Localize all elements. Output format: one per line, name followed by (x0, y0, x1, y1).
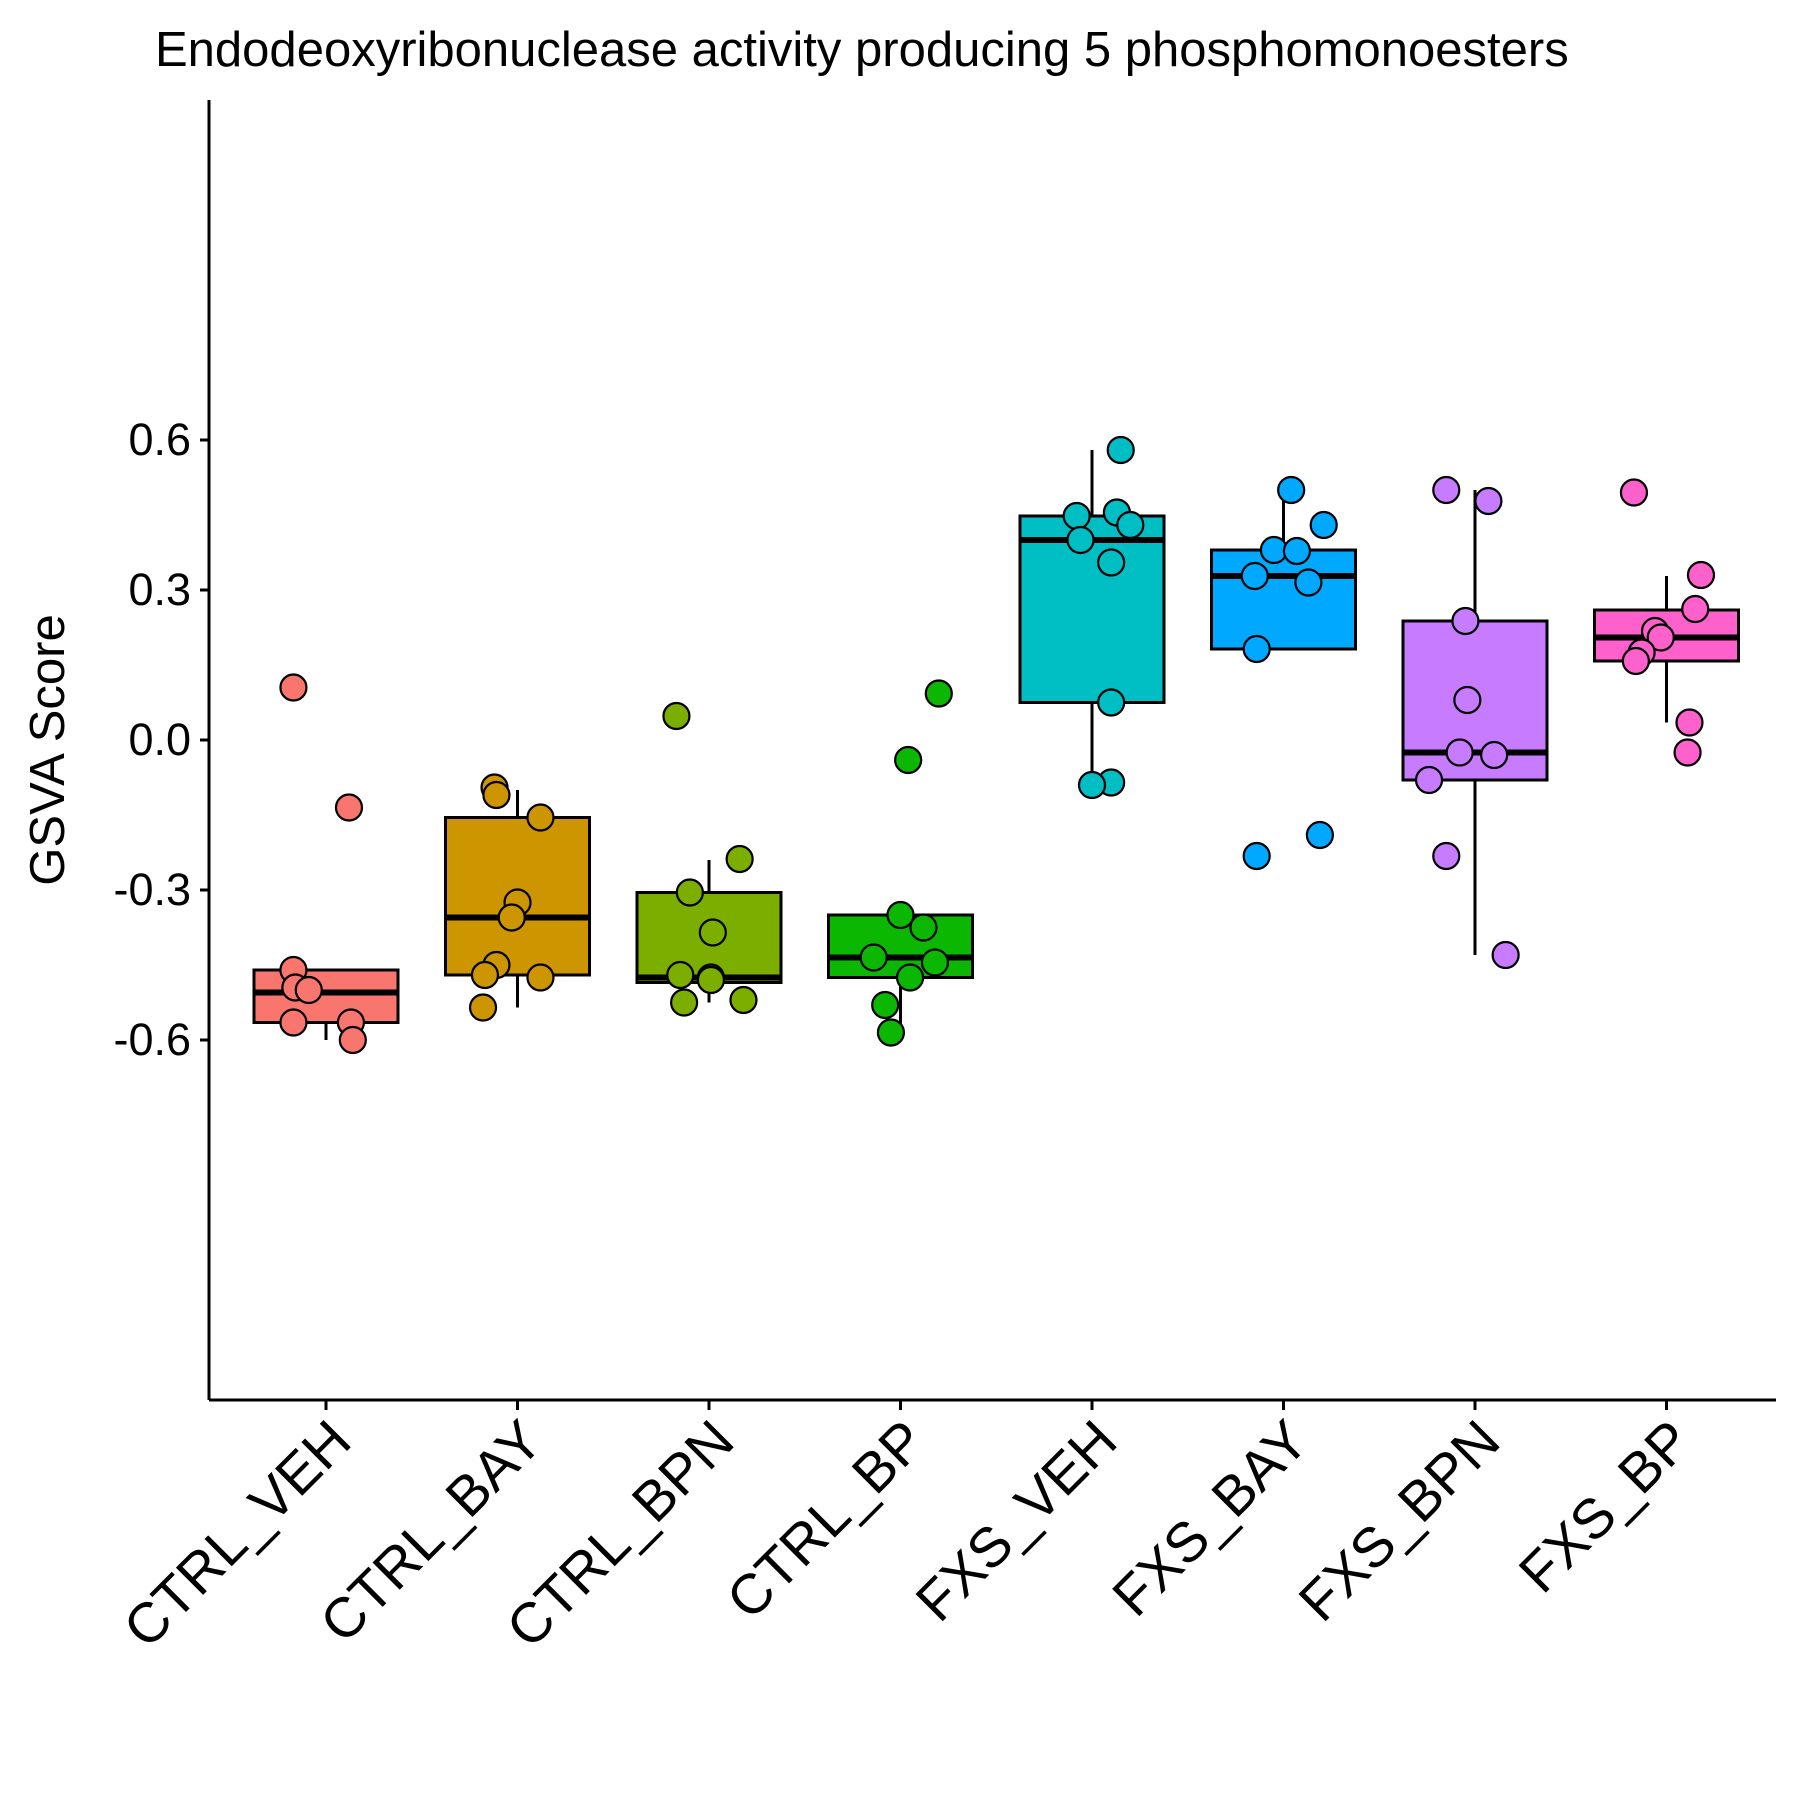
data-point (334, 793, 364, 822)
data-point (338, 1025, 367, 1055)
y-tick-label: 0.6 (128, 414, 191, 465)
data-point (1621, 646, 1650, 676)
data-point (1066, 525, 1095, 555)
data-point (1432, 841, 1461, 871)
data-point (1097, 548, 1126, 577)
data-point (1474, 486, 1503, 516)
box (1210, 548, 1357, 651)
box-group-fxs-bay (1210, 490, 1357, 651)
data-point (1432, 475, 1461, 505)
data-point (1305, 820, 1334, 850)
data-point (1242, 841, 1271, 871)
x-axis-ticks: CTRL_VEHCTRL_BAYCTRL_BPNCTRL_BPFXS_VEHFX… (111, 1400, 1703, 1659)
data-point (279, 1008, 308, 1037)
data-point (670, 988, 699, 1017)
data-point (894, 745, 923, 775)
data-point (1686, 560, 1716, 590)
data-point (1480, 740, 1509, 770)
data-point (859, 943, 888, 972)
data-point (1242, 634, 1271, 664)
data-point (1309, 510, 1338, 540)
data-point (1675, 708, 1704, 737)
y-tick-label: -0.6 (113, 1014, 191, 1065)
data-point (1673, 738, 1702, 767)
data-point (729, 985, 758, 1015)
box (252, 968, 400, 1024)
data-point (497, 903, 526, 932)
chart-title: Endodeoxyribonuclease activity producing… (155, 23, 1569, 77)
data-point (482, 780, 511, 810)
data-point (696, 965, 726, 995)
y-axis-label: GSVA Score (21, 614, 75, 885)
data-point (1116, 510, 1145, 540)
x-tick-label: FXS_BAY (1100, 1408, 1320, 1628)
data-point (662, 701, 691, 731)
data-point (279, 673, 308, 702)
data-point (1077, 770, 1107, 800)
data-point (698, 918, 727, 947)
data-point (526, 803, 555, 832)
data-point (1681, 594, 1710, 624)
data-point (1277, 475, 1306, 505)
x-tick-label: FXS_VEH (903, 1408, 1128, 1633)
data-point (1453, 685, 1482, 715)
data-point (920, 948, 950, 977)
data-point (924, 679, 953, 708)
data-point (294, 975, 323, 1005)
y-tick-label: 0.0 (128, 714, 191, 765)
x-tick-label: FXS_BPN (1286, 1408, 1511, 1633)
x-tick-label: FXS_BP (1507, 1408, 1703, 1604)
data-point (470, 960, 500, 990)
y-axis-ticks: -0.6 -0.3 0.0 0.3 0.6 (113, 414, 209, 1065)
box-group-ctrl-veh (252, 968, 400, 1040)
data-point (1445, 738, 1474, 767)
box-group-fxs-veh (1018, 450, 1166, 785)
y-tick-label: 0.3 (128, 564, 191, 615)
data-point (725, 844, 754, 874)
data-point (1097, 688, 1126, 717)
data-point (895, 963, 925, 992)
data-point (1240, 561, 1269, 591)
data-point (675, 878, 704, 907)
data-point (1106, 435, 1135, 465)
data-point (1062, 501, 1091, 531)
data-point (1294, 568, 1323, 597)
data-point (1491, 940, 1520, 970)
data-point (876, 1018, 906, 1047)
data-point (666, 960, 695, 990)
data-point (1619, 478, 1649, 507)
data-point (909, 913, 938, 942)
data-point (1451, 606, 1480, 636)
box-group-fxs-bpn (1401, 490, 1549, 955)
plot-area (252, 435, 1740, 1055)
data-point (468, 993, 498, 1022)
x-tick-label: CTRL_BP (714, 1408, 937, 1631)
data-point (886, 900, 915, 930)
data-point (1282, 536, 1312, 566)
data-point (526, 963, 555, 992)
y-tick-label: -0.3 (113, 864, 191, 915)
data-point (1414, 765, 1444, 795)
data-point (871, 990, 900, 1020)
data-point (1646, 623, 1675, 652)
